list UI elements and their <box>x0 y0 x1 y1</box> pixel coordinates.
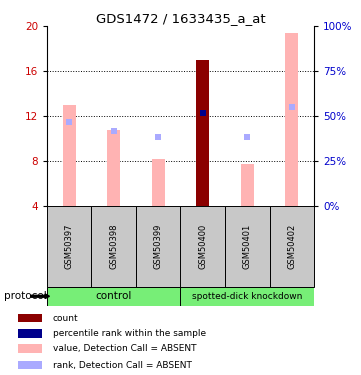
Bar <box>152 159 165 206</box>
Bar <box>180 287 314 306</box>
Bar <box>107 130 120 206</box>
Bar <box>196 60 209 206</box>
Text: count: count <box>53 314 78 322</box>
Bar <box>270 206 314 287</box>
Text: protocol: protocol <box>4 291 46 301</box>
Bar <box>47 206 91 287</box>
Bar <box>18 361 42 369</box>
Text: value, Detection Call = ABSENT: value, Detection Call = ABSENT <box>53 344 196 353</box>
Text: GSM50402: GSM50402 <box>287 224 296 269</box>
Text: rank, Detection Call = ABSENT: rank, Detection Call = ABSENT <box>53 361 192 370</box>
Bar <box>18 345 42 353</box>
Bar <box>136 206 180 287</box>
Bar <box>196 60 209 206</box>
Text: GSM50399: GSM50399 <box>154 224 163 269</box>
Text: control: control <box>96 291 132 301</box>
Bar <box>285 33 299 206</box>
Bar <box>18 314 42 322</box>
Bar <box>180 206 225 287</box>
Bar <box>47 287 180 306</box>
Text: spotted-dick knockdown: spotted-dick knockdown <box>192 292 303 301</box>
Bar <box>225 206 270 287</box>
Bar <box>240 164 254 206</box>
Text: GSM50398: GSM50398 <box>109 224 118 269</box>
Bar <box>91 206 136 287</box>
Text: GSM50397: GSM50397 <box>65 224 74 269</box>
Text: percentile rank within the sample: percentile rank within the sample <box>53 329 206 338</box>
Bar <box>62 105 76 206</box>
Title: GDS1472 / 1633435_a_at: GDS1472 / 1633435_a_at <box>96 12 265 25</box>
Text: GSM50400: GSM50400 <box>198 224 207 269</box>
Bar <box>18 329 42 338</box>
Text: GSM50401: GSM50401 <box>243 224 252 269</box>
